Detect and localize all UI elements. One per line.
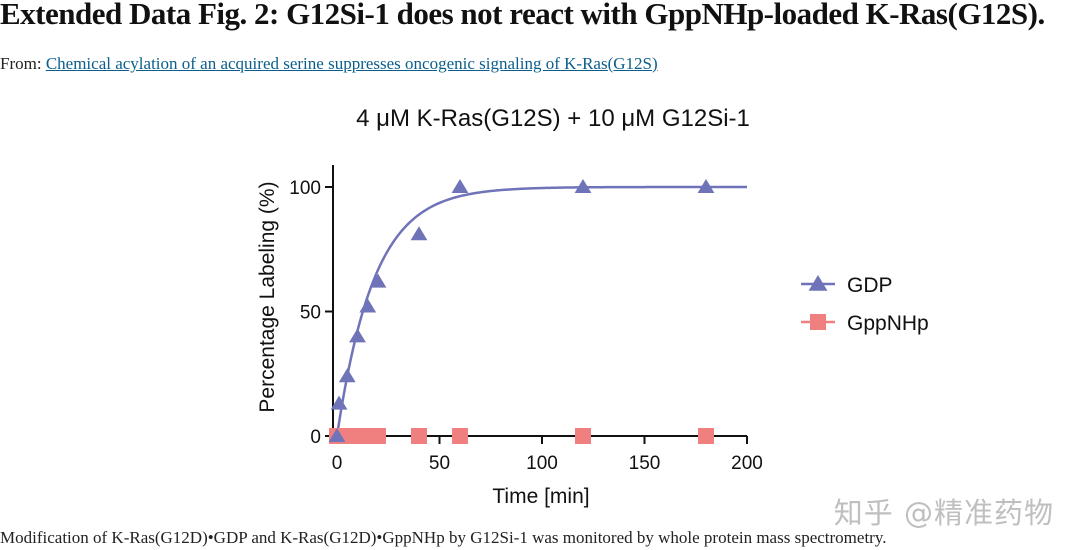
data-point-gdp bbox=[410, 226, 428, 241]
data-point-gppnhp bbox=[575, 428, 591, 444]
chart: 4 μM K-Ras(G12S) + 10 μM G12Si-1 0 50 100 1… bbox=[256, 105, 929, 508]
data-point-gdp bbox=[330, 395, 348, 410]
x-tick-label: 50 bbox=[429, 453, 450, 474]
x-tick-label: 200 bbox=[731, 453, 763, 474]
data-point-gdp bbox=[369, 273, 387, 288]
chart-title: 4 μM K-Ras(G12S) + 10 μM G12Si-1 bbox=[356, 105, 750, 132]
article-link[interactable]: Chemical acylation of an acquired serine… bbox=[45, 54, 658, 73]
x-tick-label: 150 bbox=[629, 453, 661, 474]
y-axis-label: Percentage Labeling (%) bbox=[256, 181, 279, 412]
data-point-gppnhp bbox=[370, 428, 386, 444]
data-point-gdp bbox=[574, 179, 592, 193]
legend-marker-gdp bbox=[808, 275, 828, 291]
legend: GDP GppNHp bbox=[801, 274, 929, 335]
fit-curves bbox=[335, 185, 747, 437]
data-point-gdp bbox=[697, 179, 715, 193]
figure-caption: Modification of K-Ras(G12D)•GDP and K-Ra… bbox=[0, 528, 887, 547]
data-points bbox=[328, 179, 715, 444]
axes: 0 50 100 150 200 0 50 100 bbox=[289, 165, 763, 474]
source-line: From: Chemical acylation of an acquired … bbox=[0, 54, 658, 74]
y-tick-label: 50 bbox=[300, 303, 321, 324]
data-point-gppnhp bbox=[452, 428, 468, 444]
x-tick-label: 100 bbox=[526, 453, 558, 474]
x-axis-label: Time [min] bbox=[492, 485, 589, 508]
legend-label-gdp: GDP bbox=[847, 274, 893, 297]
data-point-gppnhp bbox=[411, 428, 427, 444]
y-tick-label: 100 bbox=[289, 178, 321, 199]
legend-label-gppnhp: GppNHp bbox=[847, 312, 929, 335]
watermark: 知乎 @精准药物 bbox=[833, 496, 1054, 530]
data-point-gdp bbox=[359, 298, 377, 313]
figure-title: Extended Data Fig. 2: G12Si-1 does not r… bbox=[0, 0, 1045, 31]
from-prefix: From: bbox=[0, 54, 46, 73]
data-point-gppnhp bbox=[698, 428, 714, 444]
fit-curve-gdp bbox=[335, 185, 747, 437]
data-point-gdp bbox=[338, 368, 356, 383]
legend-marker-gppnhp bbox=[810, 314, 826, 330]
y-tick-label: 0 bbox=[310, 427, 321, 448]
x-tick-label: 0 bbox=[332, 453, 343, 474]
data-point-gdp bbox=[349, 328, 366, 343]
data-point-gdp bbox=[328, 428, 346, 442]
data-point-gdp bbox=[451, 179, 469, 193]
